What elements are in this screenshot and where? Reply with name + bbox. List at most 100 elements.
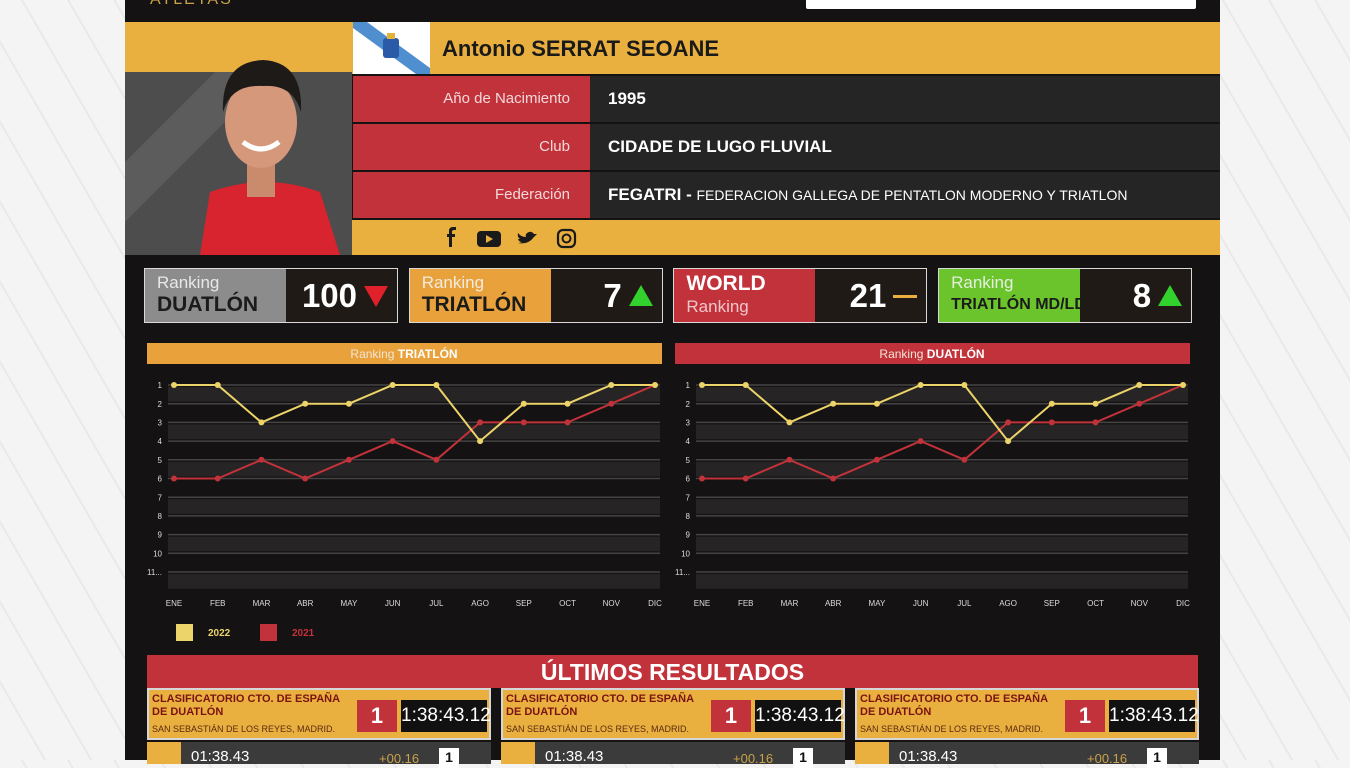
series-point bbox=[699, 475, 705, 482]
ranking-small: Ranking bbox=[686, 297, 749, 316]
split-time: 01:38.43 bbox=[899, 748, 958, 765]
trend-icon bbox=[628, 285, 653, 306]
series-point bbox=[564, 419, 571, 426]
y-tick-label: 11... bbox=[675, 568, 690, 577]
chart-header bbox=[675, 343, 1190, 364]
series-line bbox=[702, 384, 1183, 443]
x-tick-label: JUN bbox=[385, 599, 401, 608]
field-value-text: FEGATRI - bbox=[608, 185, 692, 204]
x-tick-label: JUN bbox=[913, 599, 929, 608]
series-point bbox=[1092, 400, 1099, 407]
result-split-row: 01:38.43 +00.16 1 bbox=[147, 742, 491, 768]
y-tick-label: 5 bbox=[686, 456, 691, 465]
grid-band bbox=[168, 387, 660, 402]
series-point bbox=[258, 419, 265, 426]
grid-band bbox=[696, 499, 1188, 514]
y-tick-label: 5 bbox=[158, 456, 163, 465]
series-point bbox=[171, 475, 177, 482]
ranking-big: TRIATLÓN bbox=[421, 293, 527, 316]
ranking-card: Ranking DUATLÓN 100 bbox=[144, 268, 398, 323]
result-card: CLASIFICATORIO CTO. DE ESPAÑA DE DUATLÓN… bbox=[855, 688, 1199, 740]
series-point bbox=[1136, 382, 1143, 388]
x-tick-label: SEP bbox=[516, 599, 532, 608]
y-tick-label: 1 bbox=[158, 381, 163, 390]
series-point bbox=[786, 456, 793, 463]
series-point bbox=[302, 400, 309, 407]
x-tick-label: ENE bbox=[166, 599, 182, 608]
series-point bbox=[742, 382, 749, 388]
series-point bbox=[830, 400, 837, 407]
instagram-icon[interactable] bbox=[556, 228, 577, 249]
split-icon bbox=[501, 742, 535, 764]
series-point bbox=[1048, 419, 1055, 426]
trend-icon bbox=[893, 295, 918, 298]
x-tick-label: AGO bbox=[999, 599, 1017, 608]
field-label: Club bbox=[353, 124, 590, 170]
ranking-small: Ranking bbox=[421, 273, 485, 292]
series-point bbox=[433, 456, 440, 463]
ranking-card: Ranking TRIATLÓN MD/LD 8 bbox=[938, 268, 1193, 323]
series-point bbox=[1005, 438, 1012, 445]
series-point bbox=[433, 382, 440, 388]
result-time: 1:38:43.12 bbox=[755, 700, 845, 732]
series-line bbox=[174, 384, 655, 443]
grid-band bbox=[168, 499, 660, 514]
grid-band bbox=[168, 574, 660, 589]
ranking-value: 100 bbox=[301, 277, 357, 314]
y-tick-label: 6 bbox=[686, 475, 691, 484]
ranking-big: DUATLÓN bbox=[157, 293, 259, 316]
ranking-small: Ranking bbox=[951, 273, 1014, 292]
grid-band bbox=[696, 424, 1188, 440]
split-time: 01:38.43 bbox=[545, 748, 604, 765]
brand[interactable]: ATLETAS bbox=[150, 0, 233, 9]
series-point bbox=[389, 438, 396, 445]
grid-band bbox=[696, 536, 1188, 552]
x-tick-label: MAY bbox=[869, 599, 886, 608]
series-point bbox=[564, 400, 571, 407]
ranking-card: Ranking TRIATLÓN 7 bbox=[408, 268, 663, 323]
series-point bbox=[345, 400, 352, 407]
field-value-text: CIDADE DE LUGO FLUVIAL bbox=[608, 137, 832, 156]
ranking-small: Ranking bbox=[157, 273, 220, 292]
trend-up bbox=[628, 285, 653, 306]
series-point bbox=[1048, 400, 1055, 407]
result-location: SAN SEBASTIÁN DE LOS REYES, MADRID. bbox=[152, 724, 336, 734]
athlete-photo bbox=[125, 22, 352, 255]
y-tick-label: 9 bbox=[158, 531, 163, 540]
field-value: 1995 bbox=[590, 76, 1220, 122]
result-location: SAN SEBASTIÁN DE LOS REYES, MADRID. bbox=[506, 724, 690, 734]
split-diff: +00.16 bbox=[379, 751, 420, 766]
x-tick-label: DIC bbox=[648, 599, 662, 608]
series-point bbox=[961, 382, 968, 388]
x-tick-label: NOV bbox=[1131, 599, 1149, 608]
search-box[interactable] bbox=[806, 0, 1196, 9]
ranking-value: 8 bbox=[1132, 277, 1152, 314]
result-location: SAN SEBASTIÁN DE LOS REYES, MADRID. bbox=[860, 724, 1044, 734]
x-tick-label: MAY bbox=[341, 599, 358, 608]
grid-band bbox=[696, 387, 1188, 402]
split-position: 1 bbox=[439, 748, 459, 768]
ranking-big: TRIATLÓN MD/LD bbox=[951, 296, 1086, 313]
y-tick-label: 4 bbox=[686, 437, 691, 446]
y-tick-label: 8 bbox=[686, 512, 691, 521]
series-point bbox=[873, 456, 880, 463]
youtube-icon[interactable] bbox=[477, 231, 501, 247]
ranking-value: 7 bbox=[603, 277, 622, 314]
split-diff: +00.16 bbox=[733, 751, 774, 766]
series-point bbox=[1136, 400, 1143, 407]
x-tick-label: ABR bbox=[825, 599, 842, 608]
series-line bbox=[174, 384, 656, 480]
split-icon bbox=[147, 742, 181, 764]
split-position: 1 bbox=[793, 748, 813, 768]
field-detail: FEDERACION GALLEGA DE PENTATLON MODERNO … bbox=[696, 187, 1128, 203]
twitter-icon[interactable] bbox=[517, 231, 537, 244]
flag bbox=[353, 22, 430, 74]
field-value-text: 1995 bbox=[608, 89, 646, 108]
series-point bbox=[477, 438, 484, 445]
facebook-icon[interactable] bbox=[447, 227, 456, 247]
series-point bbox=[1005, 419, 1012, 426]
result-event: CLASIFICATORIO CTO. DE ESPAÑA DE DUATLÓN bbox=[152, 693, 340, 718]
result-position: 1 bbox=[1065, 700, 1105, 732]
x-tick-label: JUL bbox=[957, 599, 972, 608]
